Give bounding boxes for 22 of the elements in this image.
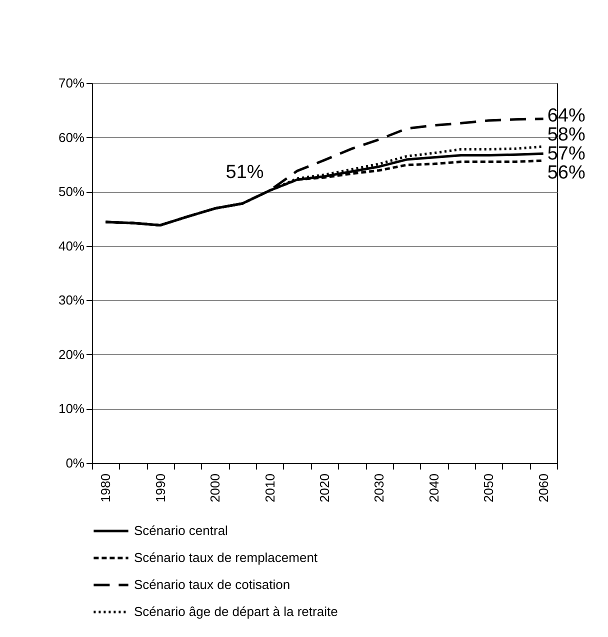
y-tick-label: 70% [58, 76, 85, 90]
legend-label: Scénario taux de cotisation [134, 577, 290, 592]
x-tick-label: 2020 [317, 474, 332, 502]
x-tick-label: 1990 [152, 474, 168, 502]
legend-label: Scénario âge de départ à la retraite [134, 604, 338, 619]
x-tick-label: 2000 [208, 474, 223, 502]
y-tick-label: 20% [58, 346, 85, 362]
y-tick-label: 40% [58, 238, 85, 254]
y-tick-label: 50% [58, 184, 85, 200]
x-tick-label: 2060 [536, 474, 551, 502]
x-tick-label: 1980 [98, 474, 114, 502]
legend-label: Scénario taux de remplacement [134, 550, 318, 565]
x-tick-label: 2030 [372, 474, 387, 502]
y-tick-label: 60% [58, 130, 85, 145]
x-tick-label: 2050 [481, 474, 496, 502]
legend-label: Scénario central [134, 523, 228, 538]
y-tick-label: 10% [58, 401, 85, 416]
y-tick-label: 0% [66, 456, 85, 470]
y-tick-label: 30% [58, 292, 85, 308]
x-tick-label: 2040 [426, 474, 442, 502]
annotation: 51% [226, 162, 264, 184]
x-tick-label: 2010 [262, 474, 278, 502]
